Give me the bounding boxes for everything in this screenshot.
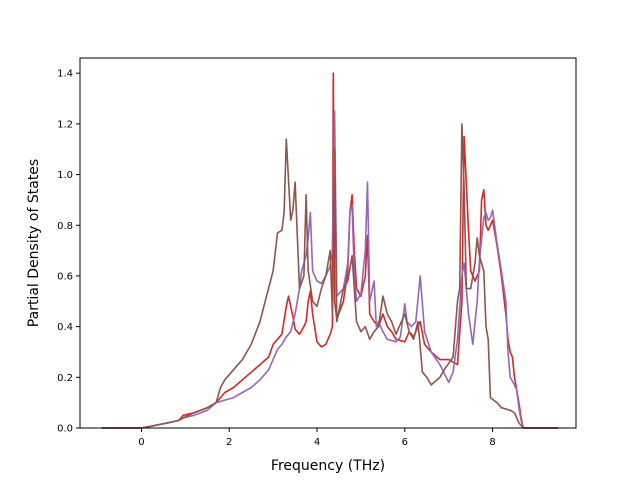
y-axis-label: Partial Density of States	[26, 159, 42, 327]
x-tick-label: 0	[138, 437, 144, 448]
series-line-3	[101, 123, 559, 429]
y-tick-label: 0.4	[57, 322, 73, 333]
y-tick-label: 0.2	[57, 373, 73, 384]
y-axis-ticks: 0.0 0.2 0.4 0.6 0.8 1.0 1.2 1.4	[57, 69, 80, 435]
y-tick-label: 0.6	[57, 271, 73, 282]
x-tick-label: 4	[314, 437, 320, 448]
x-axis-ticks: 0 2 4 6 8	[138, 428, 496, 448]
x-tick-label: 6	[402, 437, 408, 448]
y-tick-label: 1.4	[57, 69, 73, 80]
y-tick-label: 1.2	[57, 119, 73, 130]
x-tick-label: 8	[489, 437, 495, 448]
plot-frame	[79, 57, 577, 429]
y-tick-label: 0.8	[57, 221, 73, 232]
x-axis-label: Frequency (THz)	[271, 458, 385, 474]
y-tick-label: 0.0	[57, 424, 73, 435]
x-tick-label: 2	[226, 437, 232, 448]
series-line-1	[101, 72, 559, 429]
series-line-2	[101, 110, 559, 429]
y-tick-label: 1.0	[57, 170, 73, 181]
series-lines	[101, 72, 559, 429]
